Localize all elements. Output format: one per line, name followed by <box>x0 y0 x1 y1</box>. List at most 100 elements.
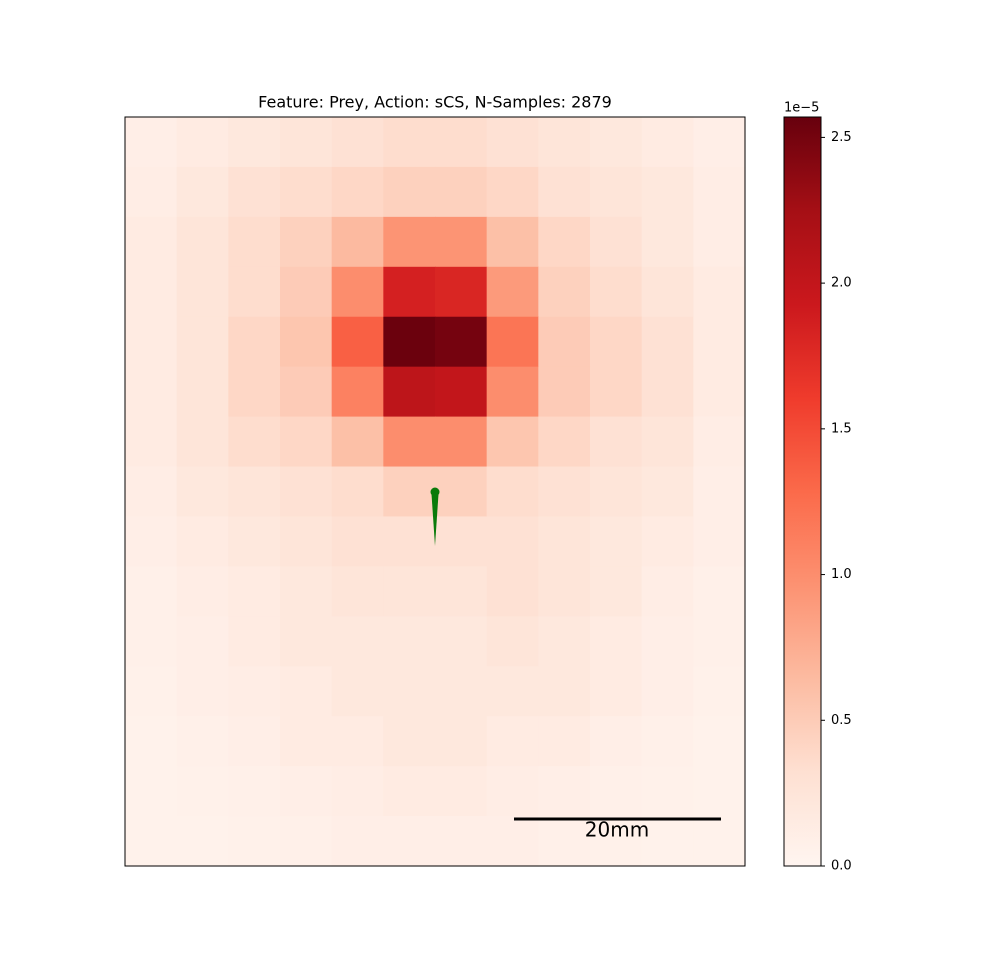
heatmap-cell <box>435 516 488 567</box>
heatmap-cell <box>693 666 746 717</box>
heatmap-cell <box>435 416 488 468</box>
heatmap-cell <box>280 316 333 368</box>
heatmap-cell <box>125 616 178 667</box>
heatmap-cell <box>486 616 539 667</box>
heatmap-cell <box>228 766 281 817</box>
heatmap-cell <box>383 416 436 468</box>
heatmap-cell <box>125 416 178 468</box>
heatmap <box>125 117 746 867</box>
heatmap-cell <box>641 117 694 168</box>
heatmap-cell <box>176 716 229 767</box>
heatmap-cell <box>641 566 694 617</box>
heatmap-cell <box>590 216 643 268</box>
heatmap-cell <box>331 466 384 518</box>
heatmap-cell <box>693 466 746 518</box>
heatmap-cell <box>486 716 539 767</box>
heatmap-cell <box>331 266 384 318</box>
heatmap-cell <box>693 416 746 468</box>
heatmap-cell <box>176 366 229 418</box>
heatmap-cell <box>383 166 436 218</box>
heatmap-cell <box>538 716 591 767</box>
heatmap-cell <box>486 117 539 168</box>
heatmap-cell <box>125 716 178 767</box>
heatmap-cell <box>538 816 591 867</box>
heatmap-cell <box>641 266 694 318</box>
heatmap-cell <box>331 366 384 418</box>
heatmap-cell <box>331 516 384 567</box>
heatmap-cell <box>435 666 488 717</box>
heatmap-cell <box>280 366 333 418</box>
heatmap-cell <box>383 466 436 518</box>
heatmap-cell <box>383 716 436 767</box>
colorbar-tick-label: 1.5 <box>831 421 852 436</box>
heatmap-cell <box>228 166 281 218</box>
colorbar-tick-label: 2.5 <box>831 130 852 145</box>
heatmap-cell <box>176 117 229 168</box>
heatmap-cell <box>590 666 643 717</box>
heatmap-cell <box>280 516 333 567</box>
heatmap-cell <box>486 816 539 867</box>
heatmap-cell <box>538 266 591 318</box>
heatmap-cell <box>228 117 281 168</box>
heatmap-cell <box>176 616 229 667</box>
heatmap-cell <box>228 416 281 468</box>
heatmap-cell <box>641 616 694 667</box>
heatmap-cell <box>641 716 694 767</box>
heatmap-cell <box>331 616 384 667</box>
heatmap-cell <box>486 366 539 418</box>
heatmap-cell <box>125 216 178 268</box>
heatmap-cell <box>125 166 178 218</box>
heatmap-cell <box>228 616 281 667</box>
heatmap-cell <box>538 766 591 817</box>
heatmap-cell <box>590 117 643 168</box>
heatmap-cell <box>435 316 488 368</box>
heatmap-cell <box>693 716 746 767</box>
heatmap-cell <box>538 466 591 518</box>
heatmap-cell <box>590 366 643 418</box>
heatmap-cell <box>538 666 591 717</box>
heatmap-cell <box>280 816 333 867</box>
heatmap-cell <box>383 516 436 567</box>
heatmap-cell <box>125 516 178 567</box>
heatmap-cell <box>590 416 643 468</box>
heatmap-cell <box>590 616 643 667</box>
heatmap-cell <box>331 666 384 717</box>
heatmap-cell <box>228 316 281 368</box>
colorbar <box>783 116 822 867</box>
heatmap-cell <box>125 766 178 817</box>
heatmap-cell <box>538 516 591 567</box>
heatmap-cell <box>435 166 488 218</box>
heatmap-cell <box>176 466 229 518</box>
heatmap-cell <box>486 566 539 617</box>
heatmap-cell <box>435 117 488 168</box>
heatmap-cell <box>125 466 178 518</box>
heatmap-cell <box>693 166 746 218</box>
scale-bar-label: 20mm <box>585 818 649 842</box>
heatmap-cell <box>125 366 178 418</box>
heatmap-cell <box>435 216 488 268</box>
heatmap-cell <box>435 566 488 617</box>
heatmap-cell <box>331 716 384 767</box>
heatmap-cell <box>280 466 333 518</box>
heatmap-cell <box>693 216 746 268</box>
heatmap-cell <box>435 716 488 767</box>
colorbar-tick-label: 0.5 <box>831 713 852 728</box>
heatmap-cell <box>176 566 229 617</box>
heatmap-cell <box>331 766 384 817</box>
heatmap-cell <box>280 716 333 767</box>
heatmap-cell <box>383 316 436 368</box>
heatmap-cell <box>693 266 746 318</box>
heatmap-cell <box>693 117 746 168</box>
heatmap-cell <box>486 766 539 817</box>
heatmap-cell <box>228 666 281 717</box>
heatmap-cell <box>331 117 384 168</box>
colorbar-offset: 1e−5 <box>784 101 819 116</box>
heatmap-cell <box>125 566 178 617</box>
heatmap-cell <box>176 816 229 867</box>
heatmap-cell <box>435 616 488 667</box>
heatmap-cell <box>486 416 539 468</box>
heatmap-cell <box>641 816 694 867</box>
chart-title: Feature: Prey, Action: sCS, N-Samples: 2… <box>258 93 612 112</box>
heatmap-cell <box>125 816 178 867</box>
